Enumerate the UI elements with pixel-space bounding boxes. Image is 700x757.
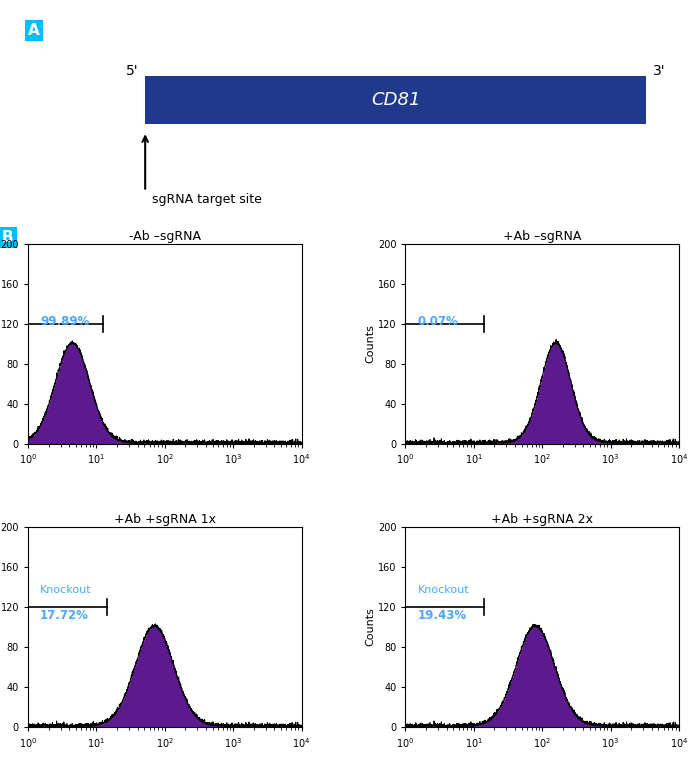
Text: sgRNA target site: sgRNA target site [152,193,262,207]
Title: +Ab –sgRNA: +Ab –sgRNA [503,230,582,243]
Y-axis label: Counts: Counts [365,608,375,646]
Text: 5': 5' [126,64,139,78]
Text: B: B [2,229,13,245]
Text: CD81: CD81 [371,92,421,109]
FancyBboxPatch shape [145,76,646,124]
Y-axis label: Counts: Counts [365,325,375,363]
Title: +Ab +sgRNA 1x: +Ab +sgRNA 1x [114,513,216,526]
Text: 3': 3' [653,64,666,78]
Text: 0.07%: 0.07% [417,316,458,329]
Text: Knockout: Knockout [417,585,469,595]
Title: +Ab +sgRNA 2x: +Ab +sgRNA 2x [491,513,593,526]
Text: 17.72%: 17.72% [40,609,89,622]
Text: 19.43%: 19.43% [417,609,467,622]
Text: 99.89%: 99.89% [40,316,90,329]
Text: A: A [28,23,40,38]
Text: Knockout: Knockout [40,585,92,595]
Title: -Ab –sgRNA: -Ab –sgRNA [129,230,201,243]
